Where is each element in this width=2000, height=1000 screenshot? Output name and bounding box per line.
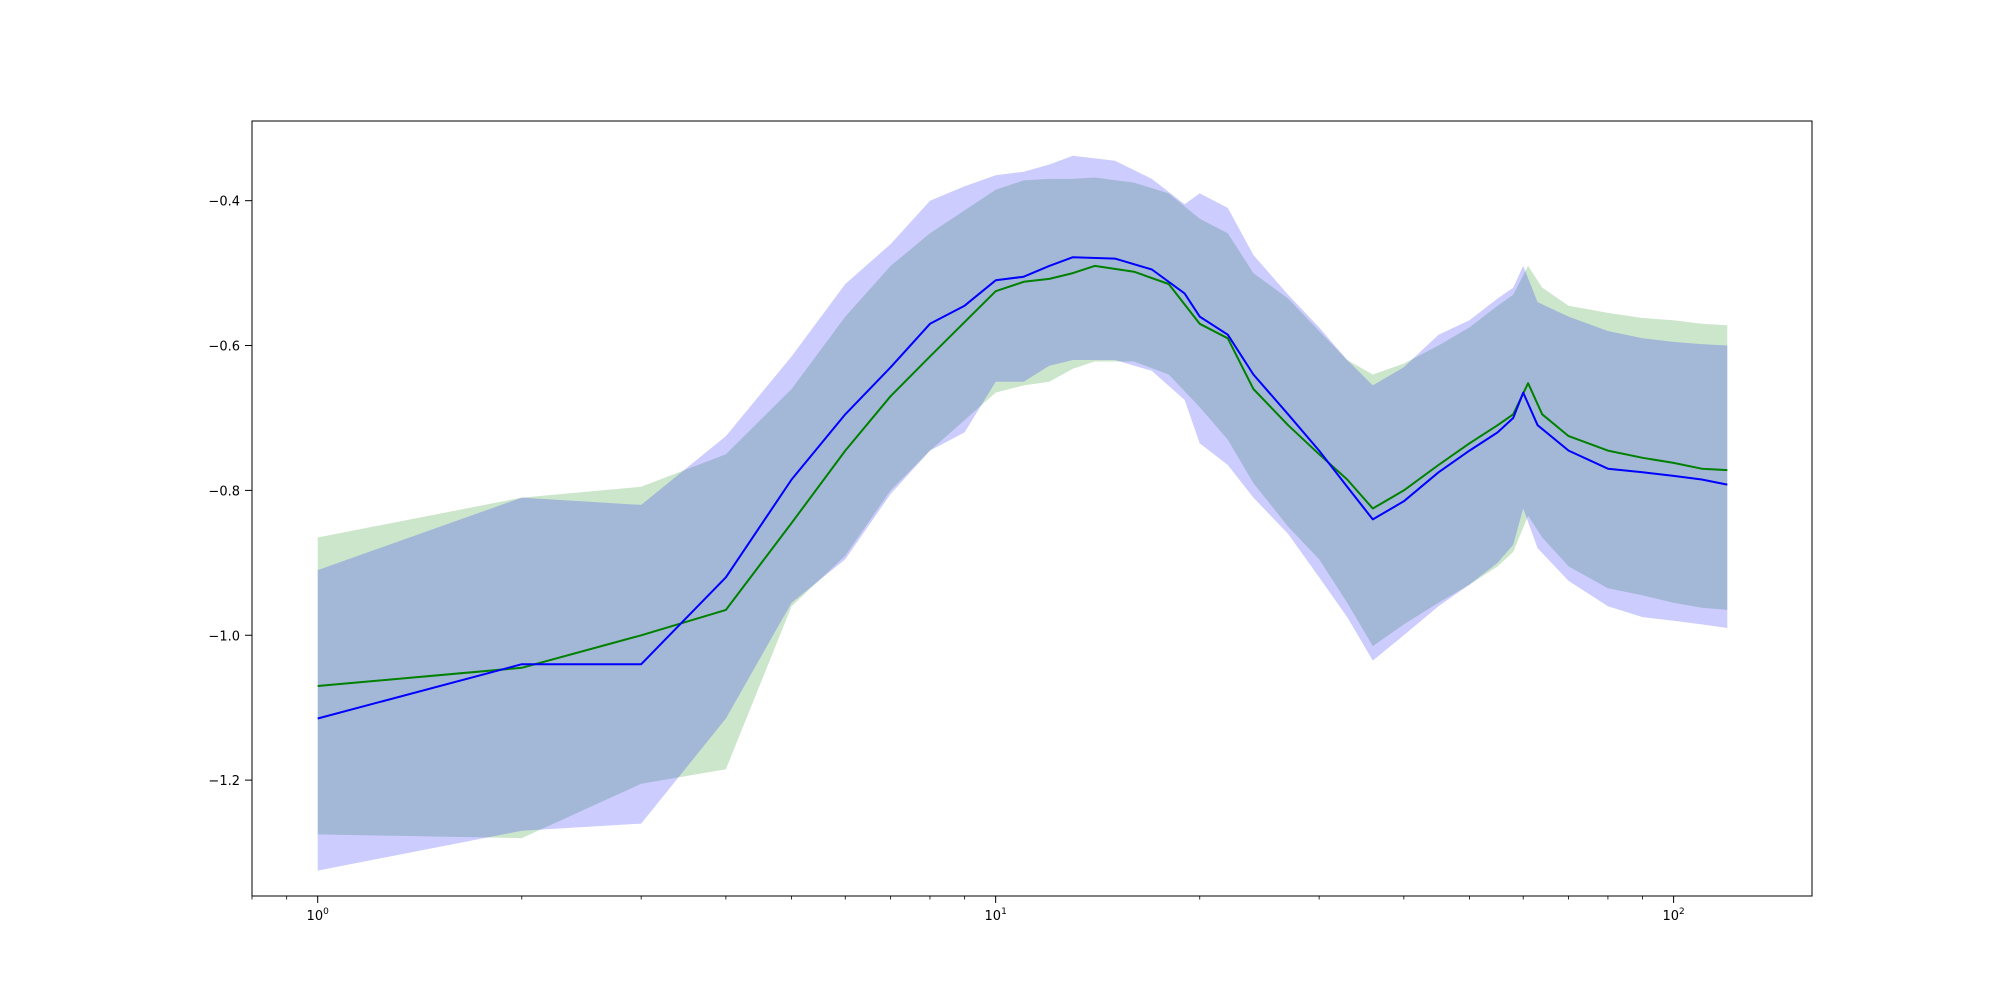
series-0-band	[317, 177, 1728, 839]
plot-frame	[251, 120, 1813, 897]
x-axis: 100 101 102	[251, 896, 1685, 924]
series-1-band	[317, 155, 1728, 871]
y-tick-label: −0.4	[208, 195, 240, 210]
x-tick-label: 101	[985, 907, 1007, 924]
x-tick-label: 102	[1662, 907, 1684, 924]
series-0-line	[317, 264, 1728, 687]
y-tick-label: −0.6	[208, 340, 240, 355]
series-lines	[317, 256, 1728, 720]
x-tick-label: 100	[307, 907, 330, 924]
series-1-line	[317, 256, 1728, 720]
y-tick-label: −0.8	[208, 484, 240, 499]
y-axis: −1.2 −1.0 −0.8 −0.6 −0.4	[208, 195, 252, 789]
confidence-bands	[317, 155, 1728, 871]
y-tick-label: −1.2	[208, 774, 240, 789]
y-tick-label: −1.0	[208, 629, 240, 644]
